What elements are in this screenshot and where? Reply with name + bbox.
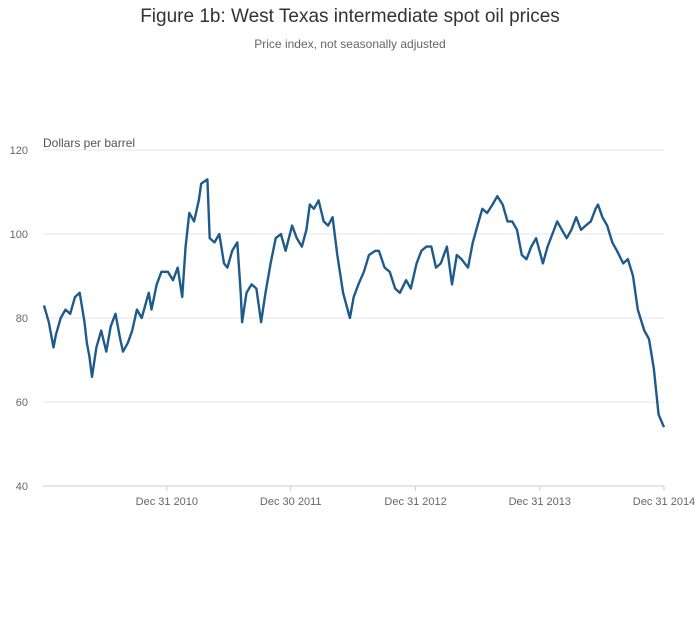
chart-title: Figure 1b: West Texas intermediate spot … bbox=[140, 6, 560, 27]
x-tick-label: Dec 31 2014 bbox=[633, 496, 695, 508]
y-tick-label: 80 bbox=[16, 313, 28, 325]
y-tick-label: 60 bbox=[16, 397, 28, 409]
series-group bbox=[42, 178, 666, 428]
y-tick-label: 40 bbox=[16, 481, 28, 493]
x-tick-label: Dec 31 2012 bbox=[384, 496, 446, 508]
x-tick-label: Dec 31 2013 bbox=[509, 496, 571, 508]
x-tick-label: Dec 30 2011 bbox=[260, 496, 322, 508]
series-line-0 bbox=[42, 178, 666, 428]
y-axis-label: Dollars per barrel bbox=[43, 136, 135, 150]
x-axis: Dec 31 2010 Dec 30 2011 Dec 31 2012 Dec 31 … bbox=[136, 486, 695, 508]
chart-subtitle: Price index, not seasonally adjusted bbox=[254, 37, 446, 51]
grid-lines bbox=[43, 149, 664, 487]
y-tick-label: 120 bbox=[10, 145, 28, 157]
y-axis: 40 60 80 100 120 bbox=[10, 145, 28, 493]
x-tick-label: Dec 31 2010 bbox=[136, 496, 198, 508]
y-tick-label: 100 bbox=[10, 229, 28, 241]
